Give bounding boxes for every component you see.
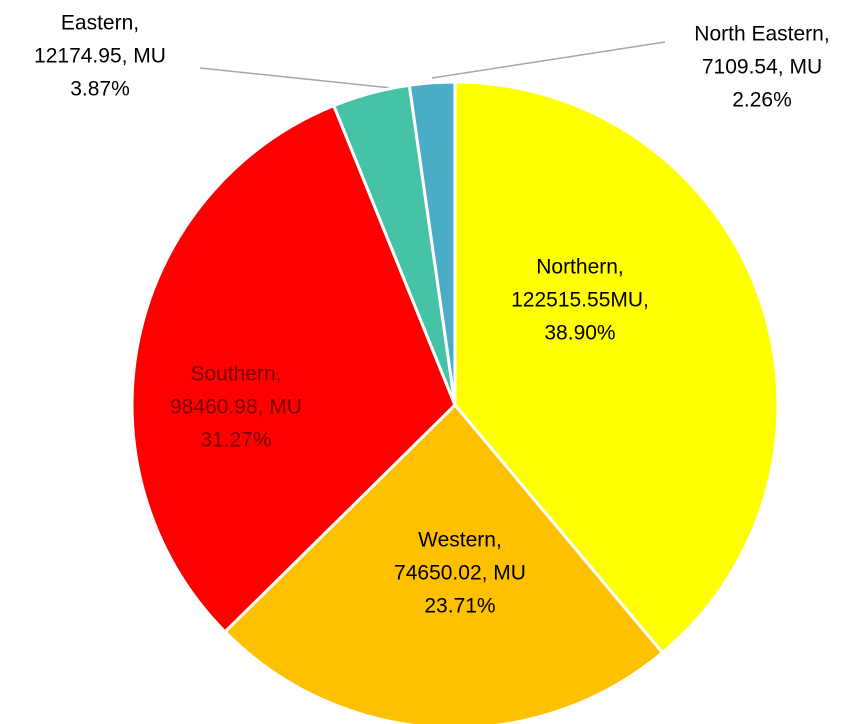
value-label: 74650.02, MU: [394, 562, 526, 585]
percent-label: 23.71%: [424, 595, 495, 618]
category-label: Eastern,: [61, 12, 139, 35]
category-label: Western,: [418, 529, 502, 552]
pie-slice: [130, 103, 457, 634]
leader-line: [199, 67, 393, 89]
category-label: Northern,: [536, 256, 624, 279]
category-label: North Eastern,: [694, 23, 829, 46]
value-label: 7109.54, MU: [702, 56, 822, 79]
percent-label: 3.87%: [70, 78, 130, 101]
value-label: 98460.98, MU: [170, 396, 302, 419]
value-label: 122515.55MU,: [511, 289, 649, 312]
pie-slice: [453, 80, 780, 655]
category-label: Southern,: [190, 363, 281, 386]
percent-label: 31.27%: [200, 429, 271, 452]
percent-label: 38.90%: [544, 322, 615, 345]
leader-line: [431, 41, 666, 79]
value-label: 12174.95, MU: [34, 45, 166, 68]
pie-slice: [407, 80, 457, 406]
percent-label: 2.26%: [732, 89, 792, 112]
pie-slice: [222, 402, 665, 724]
